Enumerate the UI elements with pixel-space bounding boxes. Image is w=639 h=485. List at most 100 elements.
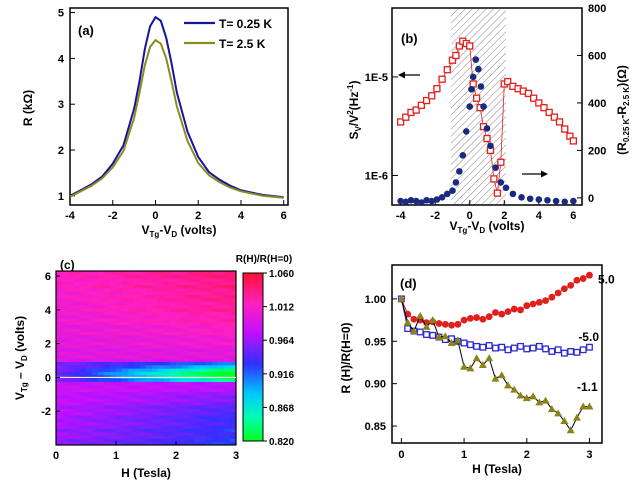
heatmap-cell [80,418,87,423]
heatmap-cell [224,327,231,332]
heatmap-cell [98,441,105,445]
heatmap-cell [98,324,105,329]
heatmap-cell [134,284,141,289]
heatmap-cell [80,408,87,413]
heatmap-cell [140,287,147,292]
heatmap-cell [230,287,236,292]
heatmap-cell [152,311,159,316]
heatmap-cell [98,334,105,339]
heatmap-cell [116,284,123,289]
heatmap-cell [134,378,141,383]
heatmap-cell [74,354,81,359]
heatmap-cell [164,414,171,419]
colorbar-tick-label: 0.916 [269,370,294,381]
heatmap-cell [152,324,159,329]
heatmap-cell [212,391,219,396]
heatmap-cell [164,394,171,399]
heatmap-cell [164,274,171,279]
d-point-minus11 [435,333,444,341]
heatmap-cell [170,327,177,332]
heatmap-cell [170,271,177,275]
heatmap-cell [182,341,189,346]
heatmap-cell [158,321,165,326]
heatmap-cell [206,324,213,329]
heatmap-cell [74,434,81,439]
heatmap-cell [182,371,189,376]
heatmap-cell [224,431,231,436]
heatmap-cell [68,394,75,399]
heatmap-cell [158,281,165,285]
heatmap-cell [194,421,201,426]
heatmap-cell [218,354,225,359]
heatmap-cell [62,281,69,285]
heatmap-cell [104,287,111,292]
heatmap-cell [128,274,135,279]
heatmap-cell [92,291,99,296]
d-point-minus5 [473,342,481,350]
heatmap-cell [92,388,99,393]
heatmap-cell [116,434,123,439]
heatmap-cell [86,351,93,356]
heatmap-cell [164,314,171,319]
heatmap-cell [116,301,123,306]
heatmap-cell [218,287,225,292]
heatmap-cell [206,404,213,409]
heatmap-cell [206,294,213,299]
heatmap-cell [134,304,141,309]
heatmap-cell [146,408,153,413]
heatmap-cell [230,311,236,316]
heatmap-cell [86,307,93,312]
heatmap-cell [128,374,135,379]
heatmap-cell [122,281,129,285]
heatmap-cell [104,337,111,342]
heatmap-cell [224,428,231,433]
heatmap-cell [200,324,207,329]
heatmap-cell [152,291,159,296]
heatmap-cell [122,294,129,299]
d-point-minus5 [423,331,430,338]
b-circle-point [544,196,551,204]
heatmap-cell [86,284,93,289]
heatmap-cell [110,274,117,279]
heatmap-cell [92,331,99,336]
heatmap-cell [86,381,93,386]
heatmap-cell [218,314,225,319]
d-point-minus11 [428,316,437,324]
heatmap-cell [200,398,207,403]
heatmap-cell [86,441,93,445]
c-units: (volts) [13,316,27,355]
heatmap-cell [164,421,171,426]
heatmap-cell [158,394,165,399]
heatmap-cell [116,428,123,433]
heatmap-cell [128,438,135,443]
heatmap-cell [116,418,123,423]
heatmap-cell [86,291,93,296]
heatmap-cell [230,304,236,309]
heatmap-cell [134,341,141,346]
heatmap-cell [56,428,63,433]
heatmap-cell [152,441,159,445]
heatmap-cell [80,424,87,429]
heatmap-cell [152,391,159,396]
panel-c-label: (c) [60,258,75,272]
heatmap-cell [92,314,99,319]
heatmap-cell [92,378,99,383]
heatmap-cell [188,314,195,319]
heatmap-cell [176,371,183,376]
heatmap-cell [80,384,87,389]
heatmap-cell [62,398,69,403]
heatmap-cell [116,404,123,409]
heatmap-cell [92,311,99,316]
heatmap-cell [218,294,225,299]
d-point-minus11 [516,391,525,399]
d-point-5 [548,293,556,301]
heatmap-cell [128,351,135,356]
heatmap-cell [200,301,207,306]
heatmap-cell [98,297,105,302]
heatmap-cell [230,317,236,322]
heatmap-cell [128,301,135,306]
heatmap-cell [158,431,165,436]
heatmap-cell [164,431,171,436]
a-xtick-label: 4 [238,210,245,222]
heatmap-cell [212,297,219,302]
